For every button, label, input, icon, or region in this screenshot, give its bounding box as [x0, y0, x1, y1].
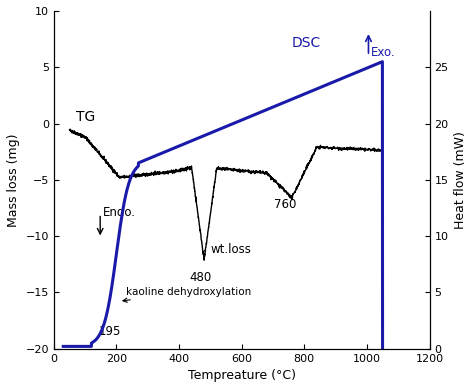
- Text: TG: TG: [76, 110, 95, 124]
- Y-axis label: Mass loss (mg): Mass loss (mg): [7, 133, 20, 226]
- Text: DSC: DSC: [292, 36, 321, 50]
- Text: 480: 480: [189, 271, 211, 284]
- Text: wt.loss: wt.loss: [210, 243, 251, 256]
- Text: 195: 195: [99, 325, 121, 338]
- Text: 760: 760: [274, 198, 297, 211]
- X-axis label: Tempreature (°C): Tempreature (°C): [188, 369, 296, 382]
- Text: Exo.: Exo.: [371, 46, 395, 59]
- Text: kaoline dehydroxylation: kaoline dehydroxylation: [123, 287, 251, 302]
- Text: Endo.: Endo.: [103, 206, 137, 219]
- Y-axis label: Heat flow (mW): Heat flow (mW): [454, 131, 467, 229]
